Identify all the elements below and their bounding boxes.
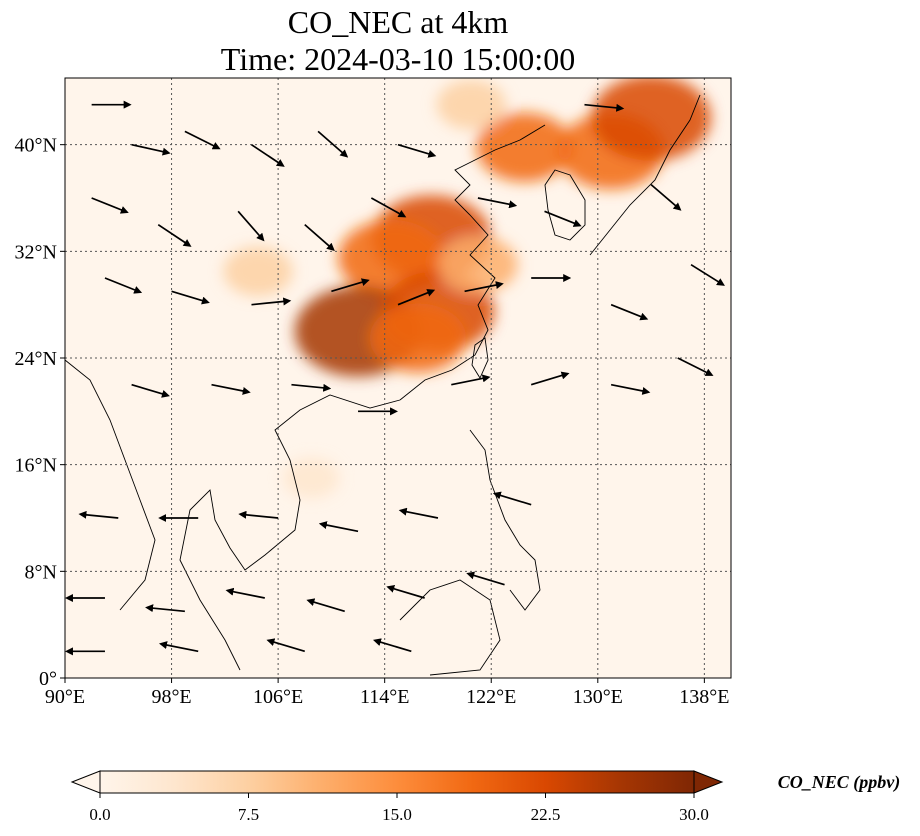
- x-tick-label-0: 90°E: [45, 686, 85, 708]
- plot-frame: [64, 77, 732, 679]
- wind-arrow-30: [610, 383, 651, 395]
- wind-arrow-1: [131, 143, 171, 156]
- wind-arrow-36: [398, 507, 439, 519]
- gridlines: [64, 78, 731, 679]
- y-tick-label-1: 8°N: [25, 561, 57, 583]
- wind-arrow-15: [397, 289, 436, 306]
- concentration-blob-5: [476, 112, 573, 182]
- y-tick-label-2: 16°N: [15, 455, 57, 477]
- colorbar-tick-label-1: 7.5: [238, 805, 259, 824]
- wind-arrow-46: [266, 638, 306, 653]
- colorbar-tick-label-4: 30.0: [679, 805, 709, 824]
- coastline-japan: [589, 94, 701, 256]
- wind-arrow-35: [318, 521, 359, 533]
- wind-arrow-2: [184, 130, 221, 150]
- wind-arrow-13: [251, 297, 292, 306]
- x-tick-label-5: 130°E: [573, 686, 623, 708]
- concentration-blob-4: [369, 303, 467, 373]
- coastline-china-east: [399, 124, 546, 401]
- wind-arrow-25: [211, 383, 251, 395]
- wind-arrow-43: [466, 571, 505, 586]
- x-tick-label-4: 122°E: [466, 686, 516, 708]
- y-tick-label-4: 32°N: [15, 241, 57, 263]
- colorbar-extend-min: [70, 770, 101, 794]
- chart-title-line2: Time: 2024-03-10 15:00:00: [221, 41, 575, 77]
- colorbar-extend-max: [693, 770, 724, 794]
- colorbar-tick-label-0: 0.0: [89, 805, 110, 824]
- wind-arrow-20: [584, 103, 625, 112]
- concentration-blob-8: [436, 79, 506, 130]
- wind-arrow-32: [78, 510, 119, 519]
- wind-arrow-9: [304, 224, 335, 252]
- coastline-west: [65, 359, 156, 611]
- wind-arrow-4: [317, 130, 349, 158]
- wind-arrow-28: [451, 374, 491, 386]
- coastline-philippines: [469, 429, 541, 611]
- colorbar-body: [99, 770, 695, 794]
- wind-arrow-12: [171, 290, 210, 305]
- concentration-field: [223, 78, 711, 498]
- wind-arrow-6: [91, 197, 129, 214]
- wind-arrow-5: [397, 143, 437, 158]
- coastline-korea: [544, 169, 586, 241]
- wind-arrow-11: [104, 277, 143, 294]
- wind-arrow-39: [145, 604, 185, 613]
- y-axis: 0° 8°N 16°N 24°N 32°N 40°N: [15, 135, 65, 690]
- x-tick-label-2: 106°E: [253, 686, 303, 708]
- wind-vectors: [65, 100, 725, 656]
- wind-arrow-45: [158, 641, 199, 653]
- wind-arrow-19: [544, 210, 582, 227]
- wind-arrow-10: [370, 197, 407, 218]
- concentration-blob-10: [438, 236, 518, 294]
- wind-arrow-7: [157, 223, 192, 247]
- wind-arrow-26: [291, 383, 332, 392]
- y-tick-label-3: 24°N: [15, 348, 57, 370]
- wind-arrow-29: [530, 371, 570, 386]
- wind-arrow-31: [677, 357, 714, 376]
- colorbar: 0.0 7.5 15.0 22.5 30.0 CO_NEC (ppbv): [70, 770, 901, 824]
- y-tick-label-0: 0°: [39, 668, 57, 690]
- wind-arrow-21: [650, 184, 682, 211]
- coastlines: [65, 94, 701, 676]
- wind-arrow-18: [477, 197, 518, 209]
- wind-arrow-22: [690, 263, 725, 286]
- wind-arrow-23: [610, 303, 649, 321]
- x-tick-label-1: 98°E: [151, 686, 191, 708]
- wind-arrow-47: [373, 638, 412, 653]
- wind-arrow-3: [251, 143, 285, 167]
- chart-title-line1: CO_NEC at 4km: [288, 4, 509, 40]
- wind-arrow-37: [492, 491, 532, 506]
- coastline-indochina: [179, 394, 401, 671]
- x-tick-label-6: 138°E: [679, 686, 729, 708]
- coastline-borneo: [399, 579, 501, 676]
- wind-arrow-42: [386, 584, 425, 599]
- x-axis: 90°E 98°E 106°E 114°E 122°E 130°E 138°E: [45, 678, 729, 708]
- concentration-blob-9: [223, 246, 293, 297]
- colorbar-label: CO_NEC (ppbv): [778, 772, 901, 793]
- wind-arrow-40: [225, 587, 265, 599]
- wind-arrow-41: [306, 598, 345, 613]
- colorbar-tick-label-3: 22.5: [531, 805, 561, 824]
- wind-arrow-34: [238, 510, 279, 519]
- wind-arrow-8: [237, 210, 265, 242]
- concentration-blob-7: [591, 78, 711, 161]
- wind-arrow-24: [131, 383, 170, 398]
- coastline-taiwan: [471, 337, 489, 379]
- y-tick-label-5: 40°N: [15, 135, 57, 157]
- concentration-blob-11: [283, 458, 340, 498]
- wind-arrow-16: [464, 281, 504, 293]
- x-tick-label-3: 114°E: [360, 686, 409, 708]
- colorbar-tick-label-2: 15.0: [382, 805, 412, 824]
- wind-arrow-14: [331, 278, 370, 293]
